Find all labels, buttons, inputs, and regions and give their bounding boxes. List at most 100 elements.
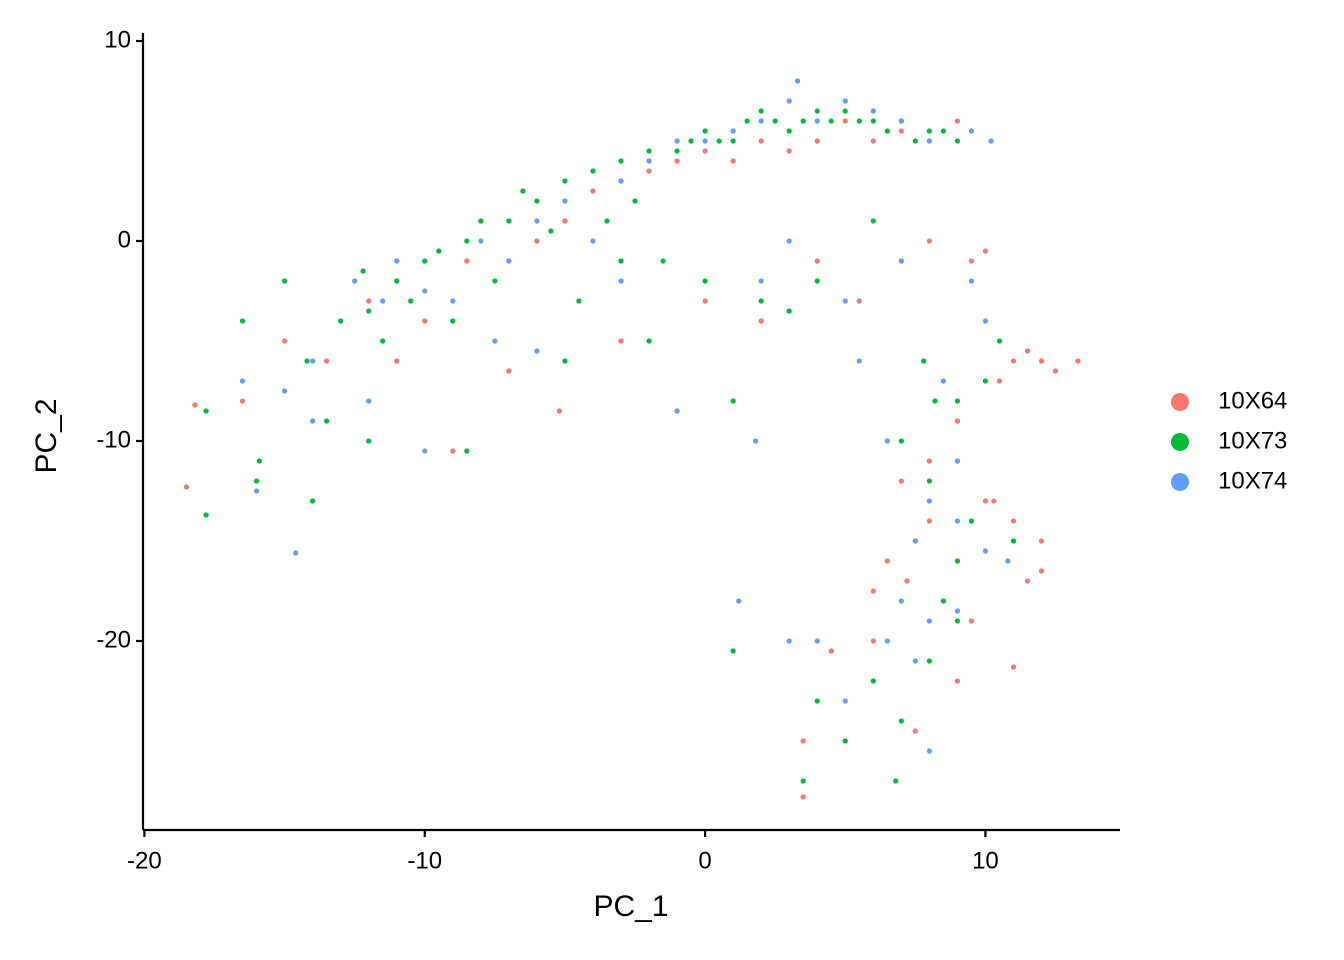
point [954,138,961,144]
point [904,578,910,584]
point [884,438,890,444]
legend-swatch [1171,393,1189,411]
point [814,698,820,704]
point [618,178,624,184]
point [898,598,904,604]
point [534,198,540,204]
point [239,398,246,404]
point [203,408,209,414]
point [898,478,904,484]
point [730,128,736,134]
point [912,538,918,544]
point [366,308,372,314]
y-tick-label: -20 [96,626,131,653]
point [562,358,568,364]
point [239,318,246,324]
point [982,498,989,504]
point [786,148,792,154]
point [304,358,310,364]
point [842,118,848,124]
point [954,398,961,404]
point [422,288,428,294]
point [360,268,366,274]
point [898,128,904,134]
point [239,378,246,384]
point [464,448,470,454]
point [982,248,989,254]
point [646,158,652,164]
point [932,398,938,404]
point [702,138,708,144]
point [281,278,288,284]
point [758,108,764,114]
legend-label: 10X73 [1218,427,1287,454]
point [800,794,806,800]
point [310,498,316,504]
x-tick-label: 10 [972,847,999,874]
point [870,638,876,644]
point [422,448,428,454]
point [758,118,764,124]
point [814,138,820,144]
point [394,358,400,364]
x-axis-label: PC_1 [593,890,668,923]
point [814,118,820,124]
point [982,548,989,554]
point [324,418,330,424]
point [814,258,820,264]
point [1024,348,1031,354]
point [730,158,736,164]
point [814,638,820,644]
point [912,658,918,664]
point [506,218,512,224]
point [954,458,961,464]
point [562,218,568,224]
point [618,158,624,164]
x-tick-label: -10 [407,847,442,874]
point [366,298,372,304]
point [702,298,708,304]
point [520,188,526,194]
point [954,558,961,564]
point [590,188,596,194]
point [352,278,358,284]
point [604,218,610,224]
point [646,148,652,154]
point [968,278,975,284]
point [366,438,372,444]
point [898,438,904,444]
point [450,448,456,454]
point [281,338,288,344]
point [940,128,946,134]
point [556,408,562,414]
point [884,558,890,564]
point [492,338,498,344]
point [192,402,198,408]
point [991,498,997,504]
point [926,458,932,464]
point [618,338,624,344]
point [422,258,428,264]
point [632,198,638,204]
y-tick-label: 10 [104,26,131,53]
point [450,318,456,324]
point [968,258,975,264]
legend-label: 10X64 [1218,387,1287,414]
point [338,318,344,324]
point [576,298,582,304]
point [870,678,876,684]
point [1010,518,1017,524]
point [464,238,470,244]
point [464,258,470,264]
point [926,658,932,664]
point [436,248,442,254]
point [422,318,428,324]
y-axis-label: PC_2 [30,398,63,473]
point [893,778,899,784]
legend-label: 10X74 [1218,467,1287,494]
point [702,128,708,134]
point [1038,358,1045,364]
point [408,298,414,304]
point [253,478,260,484]
